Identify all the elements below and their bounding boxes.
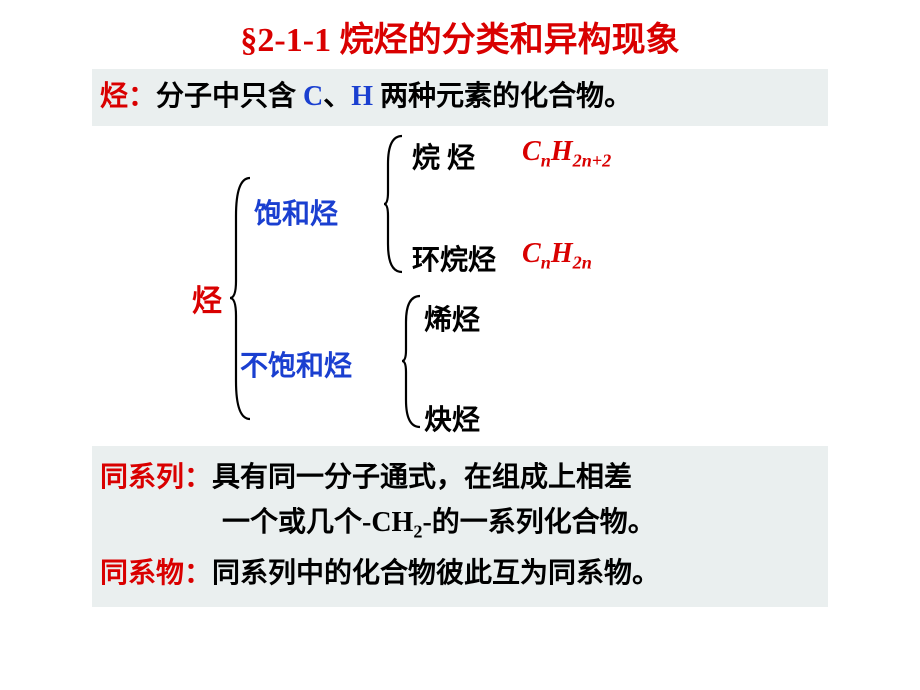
homolog-text: 同系列中的化合物彼此互为同系物。 [212,558,660,589]
f2-2n: 2n [573,252,592,272]
term-series: 同系列： [100,462,212,493]
f1-h: H [551,136,573,167]
element-c: C [303,81,323,112]
homolog-def: 同系物：同系列中的化合物彼此互为同系物。 [100,552,820,597]
series-text-1: 具有同一分子通式，在组成上相差 [212,462,632,493]
f1-c: C [522,136,541,167]
branch-unsaturated: 不饱和烃 [240,344,352,384]
ch2: -CH [362,507,413,538]
f2-c: C [522,238,541,269]
series-post: -的一系列化合物。 [422,507,655,538]
formula-alkane: CnH2n+2 [522,136,611,172]
brace-saturated [382,134,408,274]
f2-h: H [551,238,573,269]
sep: 、 [323,81,351,112]
branch-saturated: 饱和烃 [254,192,338,232]
series-pre: 一个或几个 [222,507,362,538]
homologous-series-def: 同系列：具有同一分子通式，在组成上相差 [100,456,820,501]
definition-box: 烃：分子中只含 C、H 两种元素的化合物。 [92,69,828,126]
f1-2n2: 2n+2 [573,150,612,170]
page-title: §2-1-1 烷烃的分类和异构现象 [0,0,920,69]
brace-unsaturated [400,294,426,429]
term-hydrocarbon: 烃： [100,81,156,112]
element-h: H [351,81,373,112]
leaf-cycloalkane: 环烷烃 [412,238,496,278]
def-suffix: 两种元素的化合物。 [373,81,632,112]
f1-n: n [541,150,551,170]
root-label: 烃 [192,276,222,320]
leaf-alkene: 烯烃 [424,298,480,338]
leaf-alkane: 烷 烃 [412,136,475,176]
term-homolog: 同系物： [100,558,212,589]
definitions-box: 同系列：具有同一分子通式，在组成上相差 一个或几个-CH2-的一系列化合物。 同… [92,446,828,607]
leaf-alkyne: 炔烃 [424,398,480,438]
f2-n: n [541,252,551,272]
series-line2: 一个或几个-CH2-的一系列化合物。 [100,501,820,547]
classification-tree: 烃 饱和烃 烷 烃 CnH2n+2 环烷烃 CnH2n 不饱和烃 烯烃 炔烃 [92,126,828,446]
def-prefix: 分子中只含 [156,81,303,112]
formula-cycloalkane: CnH2n [522,238,592,274]
